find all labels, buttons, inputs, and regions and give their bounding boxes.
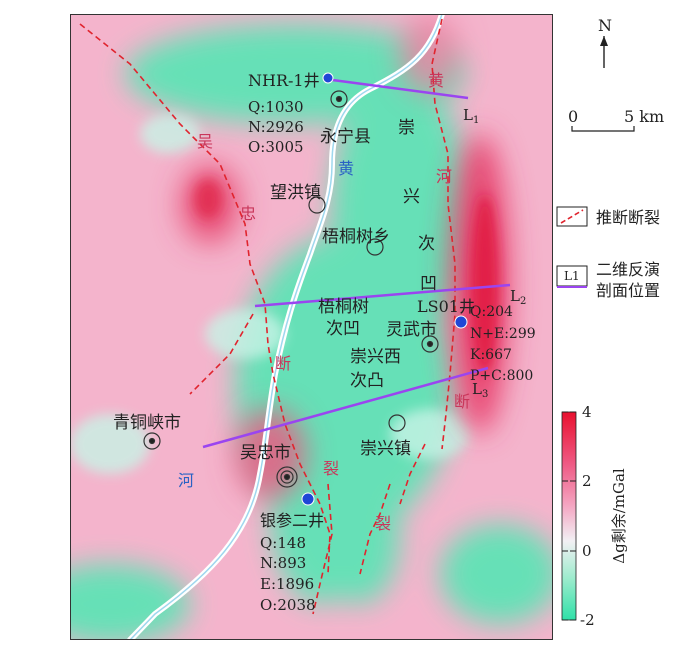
gravity-anomaly-map: 吴 忠 断 裂 黄 河 断 裂 黄 河 崇 兴 次 凹 梧桐树 次凹 崇兴西 次…: [70, 14, 553, 640]
svg-text:N:2926: N:2926: [248, 118, 304, 136]
north-arrow: N: [598, 16, 612, 68]
river-label: 河: [178, 471, 194, 490]
svg-text:O:2038: O:2038: [260, 596, 316, 614]
scale-end: 5 km: [624, 107, 664, 126]
colorbar-tick: 2: [582, 472, 592, 490]
profile-line-l3: [202, 366, 489, 449]
profile-label-l2: L2: [510, 287, 526, 307]
scale-bar: 0 5 km: [568, 107, 664, 132]
river-label: 黄: [338, 159, 354, 178]
svg-text:崇兴西: 崇兴西: [350, 347, 401, 367]
lingwu-marker: [421, 335, 439, 353]
colorbar-tick: 0: [582, 542, 592, 560]
yincan-well-marker: [301, 492, 315, 506]
profile-label-l1: L1: [463, 106, 479, 126]
wuzhong-fault-label: 吴 忠 断 裂: [197, 132, 339, 478]
svg-text:O:3005: O:3005: [248, 138, 304, 156]
nhr-well-label: NHR-1井 Q:1030 N:2926 O:3005: [248, 71, 320, 156]
wuzhong-fault: [79, 23, 331, 575]
svg-text:Q:148: Q:148: [260, 534, 306, 552]
place-chongxing: 崇兴镇: [360, 439, 411, 459]
place-wanghong: 望洪镇: [270, 183, 321, 203]
svg-text:次凸: 次凸: [350, 371, 384, 391]
svg-text:次: 次: [418, 234, 435, 254]
chongxing-depression-label: 崇 兴 次 凹: [398, 118, 437, 294]
svg-text:Q:204: Q:204: [470, 304, 513, 320]
svg-text:兴: 兴: [403, 187, 420, 207]
nhr-well-marker: [322, 72, 334, 84]
fault-char: 断: [454, 392, 470, 411]
svg-text:P+C:800: P+C:800: [470, 368, 533, 384]
svg-text:E:1896: E:1896: [260, 575, 314, 593]
colorbar-tick: -2: [580, 611, 595, 629]
svg-text:梧桐树: 梧桐树: [318, 297, 369, 317]
colorbar-ramp: [561, 411, 577, 621]
fault-char: 裂: [323, 459, 339, 478]
ls01-well-marker: [454, 315, 468, 329]
colorbar-tick: 4: [582, 403, 592, 421]
fault-char: 裂: [375, 514, 391, 533]
fault-char: 吴: [197, 132, 213, 151]
svg-text:崇: 崇: [398, 118, 415, 138]
ls01-well-label: LS01井 Q:204 N+E:299 K:667 P+C:800: [417, 297, 536, 384]
fault-legend-symbol: [560, 209, 584, 224]
chongxing-marker: [388, 414, 406, 432]
north-label: N: [598, 16, 612, 35]
profile-line-l2: [254, 283, 511, 308]
svg-text:N:893: N:893: [260, 554, 306, 572]
huanghe-fault-label: 黄 河 断 裂: [375, 71, 470, 533]
wutongshu-depression-label: 梧桐树 次凹: [318, 297, 369, 339]
wuzhong-marker: [276, 466, 298, 488]
legend: 推断断裂 L1 二维反演 剖面位置: [556, 206, 660, 300]
fault-char: 黄: [428, 71, 444, 90]
yongning-marker: [330, 90, 348, 108]
profile-label-l3: L3: [472, 380, 488, 400]
legend-profile-label-2: 剖面位置: [596, 281, 660, 300]
fault-char: 断: [275, 354, 291, 373]
place-wutongshu: 梧桐树乡: [322, 227, 390, 247]
colorbar: 4 2 0 -2 Δg剩余/mGal: [561, 403, 628, 629]
scale-start: 0: [568, 107, 578, 126]
place-lingwu: 灵武市: [386, 320, 437, 340]
fault-char: 河: [436, 167, 452, 186]
place-yongning: 永宁县: [320, 127, 371, 147]
place-qingtongxia: 青铜峡市: [113, 413, 181, 433]
wutongshu-marker: [366, 238, 384, 256]
legend-fault-label: 推断断裂: [596, 208, 660, 227]
fault-char: 忠: [240, 204, 256, 223]
svg-text:K:667: K:667: [470, 347, 512, 363]
svg-text:Q:1030: Q:1030: [248, 98, 304, 116]
qingtongxia-marker: [143, 432, 161, 450]
colorbar-title: Δg剩余/mGal: [610, 468, 628, 564]
svg-text:N+E:299: N+E:299: [470, 326, 536, 342]
svg-text:LS01井: LS01井: [417, 297, 475, 316]
wanghong-marker: [308, 196, 326, 214]
svg-text:次凹: 次凹: [326, 319, 360, 339]
profile-line-l1: [324, 77, 469, 100]
yincan-well-label: 银参二井 Q:148 N:893 E:1896 O:2038: [260, 511, 324, 614]
svg-text:凹: 凹: [420, 274, 437, 294]
svg-text:银参二井: 银参二井: [260, 511, 324, 530]
svg-text:L1: L1: [564, 269, 580, 283]
place-wuzhong: 吴忠市: [240, 443, 291, 463]
legend-profile-label-1: 二维反演: [596, 260, 660, 279]
svg-text:NHR-1井: NHR-1井: [248, 71, 320, 90]
chongxingxi-uplift-label: 崇兴西 次凸: [350, 347, 401, 391]
